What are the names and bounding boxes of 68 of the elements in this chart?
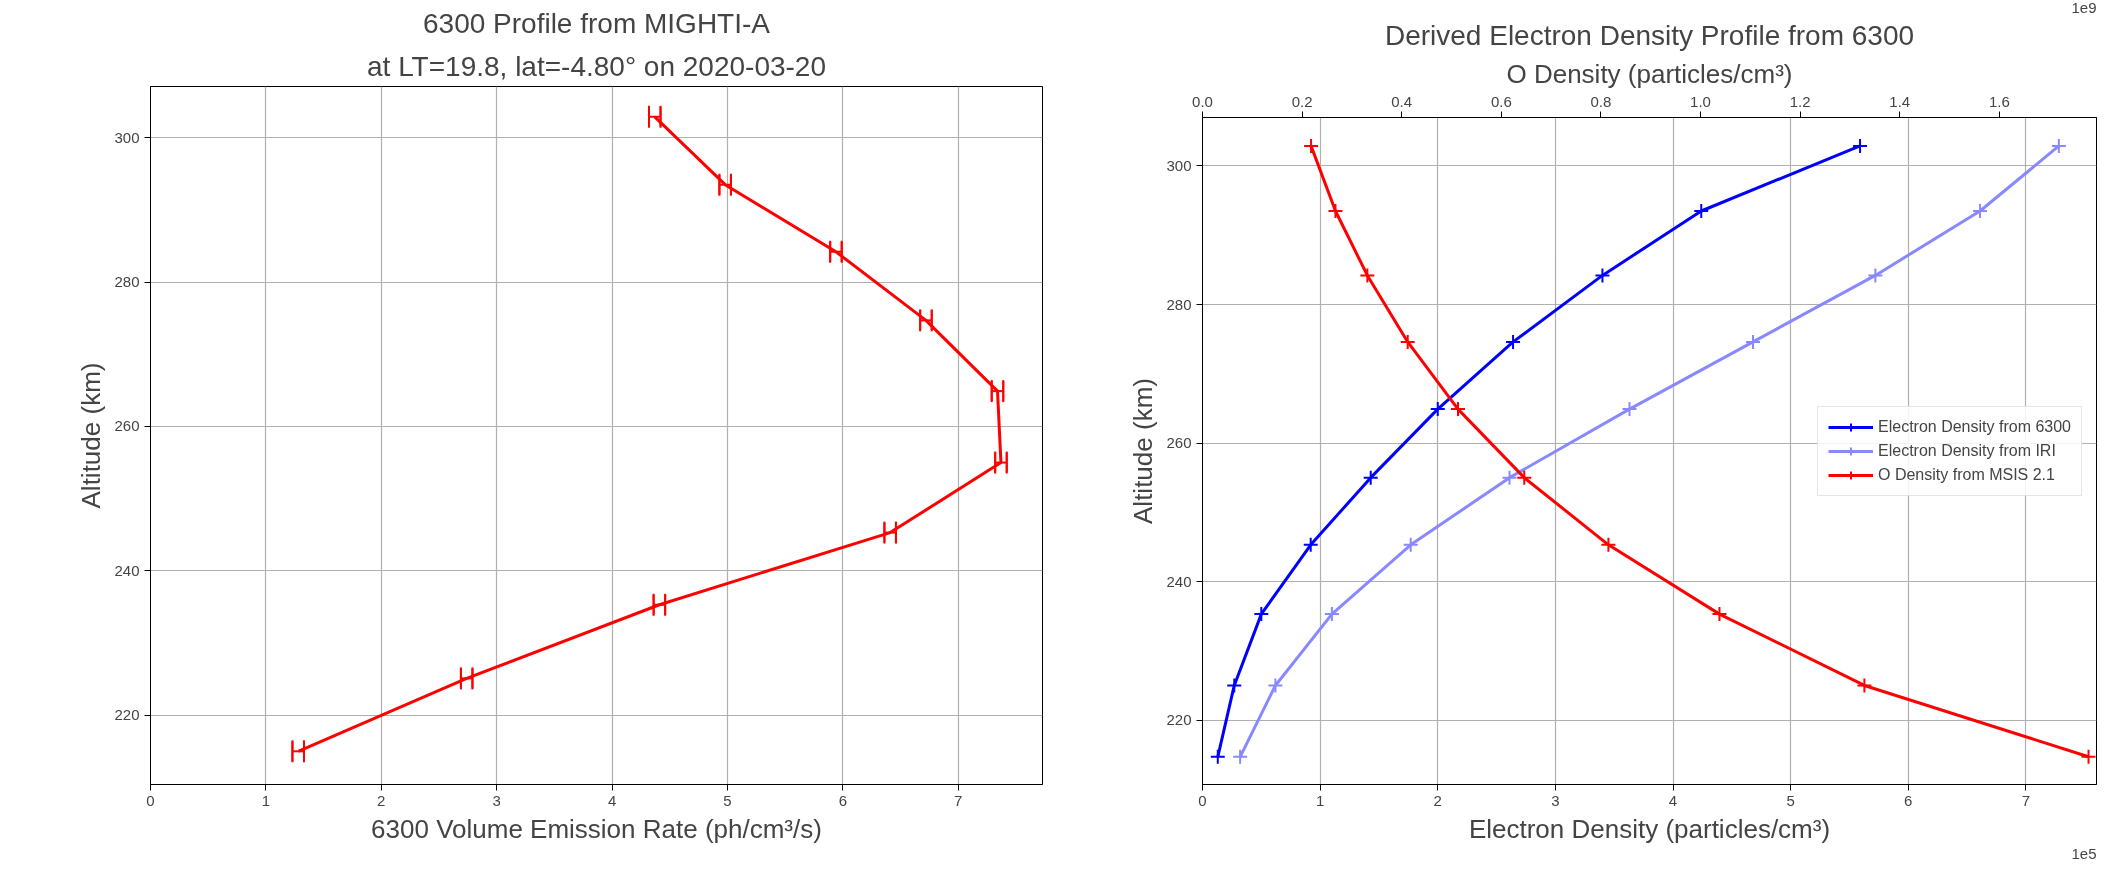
x-tick-label: 2 — [1433, 791, 1442, 809]
point — [1429, 401, 1446, 418]
legend-label: Electron Density from 6300 — [1878, 417, 2071, 436]
x2-axis-title: O Density (particles/cm³) — [1506, 58, 1793, 89]
point — [1852, 137, 1869, 154]
x-tick-label: 5 — [723, 791, 732, 809]
x-axis-title: 6300 Volume Emission Rate (ph/cm³/s) — [371, 813, 822, 844]
y-tick-label: 280 — [114, 273, 140, 291]
x2-tick-label: 1.0 — [1690, 92, 1711, 110]
point — [1323, 606, 1340, 623]
y-tick-label: 300 — [114, 128, 140, 146]
x-tick-label: 1 — [261, 791, 271, 809]
x2-tick-label: 1.6 — [1988, 92, 2010, 110]
x-tick-label: 7 — [954, 791, 963, 809]
point — [1693, 203, 1710, 219]
y-tick-label: 260 — [1166, 434, 1192, 452]
point — [1501, 469, 1518, 486]
x-tick-label: 0 — [146, 791, 155, 809]
point — [1867, 267, 1884, 284]
point — [1302, 536, 1319, 553]
x-tick-label: 6 — [1904, 791, 1913, 809]
x-tick-label: 0 — [1198, 791, 1207, 809]
x-tick-label: 4 — [1668, 791, 1678, 809]
x2-tick-label: 0.8 — [1590, 92, 1612, 110]
point — [1362, 469, 1379, 486]
x-tick-label: 3 — [492, 791, 501, 809]
x-tick-label: 5 — [1786, 791, 1795, 809]
point — [1226, 677, 1243, 694]
x-tick-label: 1 — [1315, 791, 1325, 809]
point — [1232, 748, 1249, 765]
x2-tick-label: 0.4 — [1391, 92, 1413, 110]
point — [1267, 677, 1284, 694]
legend-label: Electron Density from IRI — [1878, 441, 2056, 460]
y-tick-label: 300 — [1166, 156, 1192, 174]
x2-tick-label: 0.2 — [1291, 92, 1313, 110]
y-tick-label: 280 — [1166, 295, 1192, 313]
x-axis-title: Electron Density (particles/cm³) — [1468, 813, 1831, 844]
legend-label: O Density from MSIS 2.1 — [1878, 465, 2055, 484]
point — [1253, 606, 1270, 623]
x2-tick-label: 0.6 — [1490, 92, 1512, 110]
y-axis-title: Altitude (km) — [1128, 378, 1159, 524]
x-tick-label: 7 — [2021, 791, 2031, 809]
y-tick-label: 240 — [114, 561, 140, 579]
y-tick-label: 260 — [114, 417, 140, 435]
chart-subtitle: at LT=19.8, lat=-4.80° on 2020-03-20 — [367, 50, 827, 82]
x-tick-label: 3 — [1551, 791, 1560, 809]
y-tick-label: 240 — [1166, 572, 1192, 590]
point — [1402, 536, 1419, 553]
chart-title: Derived Electron Density Profile from 6300 — [1384, 19, 1915, 51]
point — [2050, 137, 2067, 154]
x-tick-label: 2 — [377, 791, 386, 809]
y-tick-label: 220 — [114, 706, 140, 724]
point — [1209, 748, 1226, 765]
point — [1594, 267, 1611, 284]
point — [1621, 401, 1638, 418]
point — [1972, 203, 1989, 219]
text: 1e9 — [2071, 0, 2097, 16]
text: 1e5 — [2071, 844, 2097, 862]
y-axis-title: Altitude (km) — [76, 362, 107, 509]
point — [1505, 333, 1522, 350]
x-tick-label: 4 — [607, 791, 617, 809]
x2-tick-label: 1.4 — [1889, 92, 1911, 110]
y-tick-label: 220 — [1166, 711, 1192, 729]
x-tick-label: 6 — [838, 791, 848, 809]
point — [1745, 333, 1762, 350]
chart-title: 6300 Profile from MIGHTI-A — [423, 7, 771, 39]
x2-tick-label: 0.0 — [1192, 92, 1213, 110]
x2-tick-label: 1.2 — [1789, 92, 1811, 110]
